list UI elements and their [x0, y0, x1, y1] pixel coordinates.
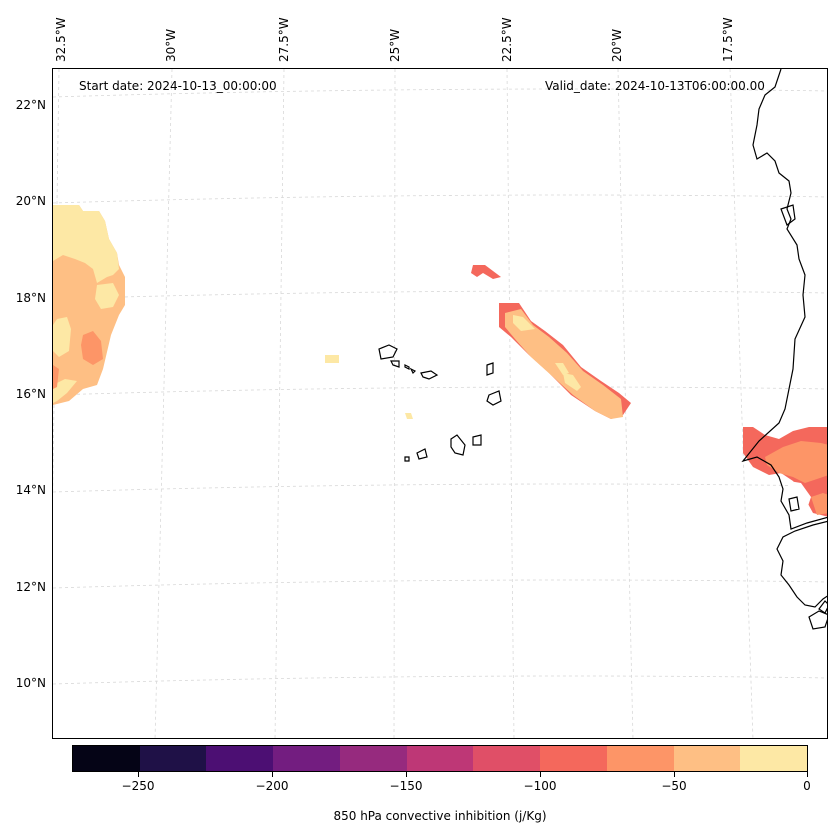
lon-label-20w: 20°W [610, 28, 624, 62]
lon-label-25w: 25°W [388, 28, 402, 62]
colorbar-segment-9 [673, 746, 741, 771]
lat-label-20n: 20°N [15, 194, 46, 208]
colorbar-segment-6 [473, 746, 541, 771]
colorbar-segment-10 [740, 746, 808, 771]
colorbar-segment-3 [273, 746, 340, 771]
gridlines [53, 69, 827, 738]
colorbar-tick-m150 [406, 772, 407, 777]
lat-label-10n: 10°N [15, 676, 46, 690]
colorbar [72, 745, 808, 772]
colorbar-segment-2 [206, 746, 274, 771]
colorbar-tick-m250 [138, 772, 139, 777]
colorbar-label-m100: −100 [523, 779, 557, 793]
colorbar-label-m50: −50 [661, 779, 687, 793]
valid-date-label: Valid_date: 2024-10-13T06:00:00.00 [545, 79, 765, 93]
map-canvas [53, 69, 827, 738]
colorbar-label-m150: −150 [389, 779, 423, 793]
colorbar-segment-4 [339, 746, 407, 771]
colorbar-tick-0 [807, 772, 808, 777]
start-date-label: Start date: 2024-10-13_00:00:00 [79, 79, 277, 93]
colorbar-segment-7 [540, 746, 607, 771]
colorbar-label-m200: −200 [255, 779, 289, 793]
cin-field-west [53, 205, 125, 405]
map-panel: Start date: 2024-10-13_00:00:00 Valid_da… [52, 68, 828, 739]
colorbar-tick-m200 [272, 772, 273, 777]
lon-label-27-5w: 27.5°W [277, 17, 291, 62]
lat-label-12n: 12°N [15, 580, 46, 594]
colorbar-tick-m100 [540, 772, 541, 777]
coastline [741, 69, 827, 630]
colorbar-segment-5 [406, 746, 474, 771]
lon-label-17-5w: 17.5°W [721, 17, 735, 62]
cin-field-east [743, 427, 827, 517]
lon-label-32-5w: 32.5°W [54, 17, 68, 62]
cin-field-central [325, 265, 631, 419]
colorbar-segment-1 [139, 746, 207, 771]
lat-label-22n: 22°N [15, 98, 46, 112]
lat-label-18n: 18°N [15, 291, 46, 305]
colorbar-segment-8 [606, 746, 674, 771]
colorbar-tick-m50 [674, 772, 675, 777]
colorbar-label-0: 0 [803, 779, 811, 793]
colorbar-label-m250: −250 [121, 779, 155, 793]
cape-verde-islands [378, 344, 502, 462]
lon-label-22-5w: 22.5°W [500, 17, 514, 62]
colorbar-title: 850 hPa convective inhibition (j/Kg) [333, 809, 547, 823]
lat-label-14n: 14°N [15, 483, 46, 497]
colorbar-segment-0 [73, 746, 140, 771]
lat-label-16n: 16°N [15, 387, 46, 401]
lon-label-30w: 30°W [164, 28, 178, 62]
